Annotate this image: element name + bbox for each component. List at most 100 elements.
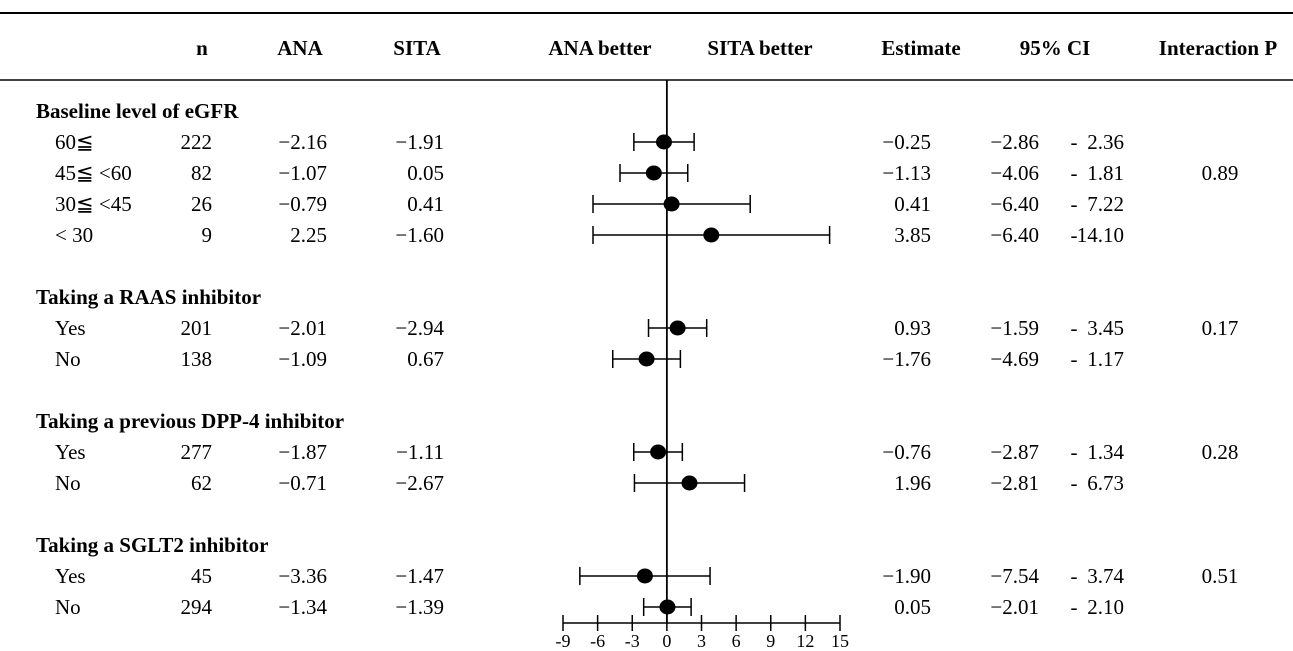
row-ci-low: −4.69 [990,347,1039,371]
row-estimate: −0.76 [882,440,931,464]
header-sita-better: SITA better [707,36,812,60]
group-title: Taking a RAAS inhibitor [36,285,261,309]
group-interaction-p: 0.51 [1202,564,1239,588]
row-ci-dash: - [1071,471,1078,495]
row-n: 201 [181,316,213,340]
row-sita: 0.41 [407,192,444,216]
row-sita: −1.47 [395,564,444,588]
row-n: 9 [202,223,213,247]
row-label: 60≦ [55,130,94,154]
row-ci-low: −2.86 [990,130,1039,154]
estimate-point [650,444,667,460]
estimate-point [703,227,720,243]
row-ana: −2.01 [278,316,327,340]
row-estimate: 0.93 [894,316,931,340]
header-ana-better: ANA better [548,36,651,60]
row-estimate: 0.41 [894,192,931,216]
x-tick-label: -9 [556,631,571,651]
row-sita: −1.91 [395,130,444,154]
row-ci-low: −6.40 [990,223,1039,247]
row-n: 277 [181,440,213,464]
row-ana: −1.09 [278,347,327,371]
row-ci-dash: - [1071,316,1078,340]
row-n: 294 [181,595,213,619]
row-ci-low: −4.06 [990,161,1039,185]
row-ci-low: −2.87 [990,440,1039,464]
row-estimate: −1.76 [882,347,931,371]
x-tick-label: 12 [796,631,814,651]
row-n: 45 [191,564,212,588]
row-n: 138 [181,347,213,371]
group-interaction-p: 0.28 [1202,440,1239,464]
row-ci-high: 7.22 [1087,192,1124,216]
group-interaction-p: 0.17 [1202,316,1239,340]
row-label: No [55,595,81,619]
row-ci-high: 2.10 [1087,595,1124,619]
row-ci-dash: - [1071,223,1078,247]
x-tick-label: 3 [697,631,706,651]
row-estimate: 3.85 [894,223,931,247]
header-estimate: Estimate [881,36,960,60]
row-estimate: −1.90 [882,564,931,588]
group-title: Baseline level of eGFR [36,99,239,123]
x-tick-label: 15 [831,631,849,651]
x-tick-label: 6 [732,631,741,651]
row-sita: 0.05 [407,161,444,185]
row-sita: −1.11 [396,440,444,464]
row-label: Yes [55,564,86,588]
row-ana: −1.34 [278,595,327,619]
row-sita: −2.67 [395,471,444,495]
row-estimate: 0.05 [894,595,931,619]
estimate-point [645,165,662,181]
row-ci-high: 3.45 [1087,316,1124,340]
row-ci-low: −2.01 [990,595,1039,619]
row-ci-dash: - [1071,595,1078,619]
row-label: Yes [55,440,86,464]
row-sita: −1.60 [395,223,444,247]
row-n: 62 [191,471,212,495]
header-ana: ANA [277,36,323,60]
row-ana: −0.71 [278,471,327,495]
estimate-point [638,351,655,367]
row-label: < 30 [55,223,93,247]
group-title: Taking a SGLT2 inhibitor [36,533,268,557]
estimate-point [669,320,686,336]
row-ci-high: 2.36 [1087,130,1124,154]
header-n: n [196,36,208,60]
row-ci-low: −7.54 [990,564,1039,588]
row-sita: −1.39 [395,595,444,619]
row-ci-dash: - [1071,192,1078,216]
row-n: 26 [191,192,212,216]
row-ci-dash: - [1071,564,1078,588]
row-ci-high: 6.73 [1087,471,1124,495]
estimate-point [655,134,672,150]
header-sita: SITA [393,36,441,60]
row-ci-dash: - [1071,130,1078,154]
row-ci-high: 14.10 [1077,223,1124,247]
row-estimate: 1.96 [894,471,931,495]
row-ana: −3.36 [278,564,327,588]
x-tick-label: -3 [625,631,640,651]
row-ana: −2.16 [278,130,327,154]
row-sita: −2.94 [395,316,444,340]
row-ci-high: 1.17 [1087,347,1124,371]
row-label: 45≦ <60 [55,161,132,185]
row-ana: −1.87 [278,440,327,464]
row-estimate: −1.13 [882,161,931,185]
row-label: Yes [55,316,86,340]
x-tick-label: 9 [766,631,775,651]
row-ci-low: −1.59 [990,316,1039,340]
row-ci-high: 1.34 [1087,440,1124,464]
row-label: No [55,347,81,371]
estimate-point [681,475,698,491]
x-tick-label: 0 [662,631,671,651]
row-ci-high: 1.81 [1087,161,1124,185]
row-ana: −1.07 [278,161,327,185]
row-ci-low: −2.81 [990,471,1039,495]
group-interaction-p: 0.89 [1202,161,1239,185]
row-label: No [55,471,81,495]
row-ci-dash: - [1071,161,1078,185]
row-ci-low: −6.40 [990,192,1039,216]
